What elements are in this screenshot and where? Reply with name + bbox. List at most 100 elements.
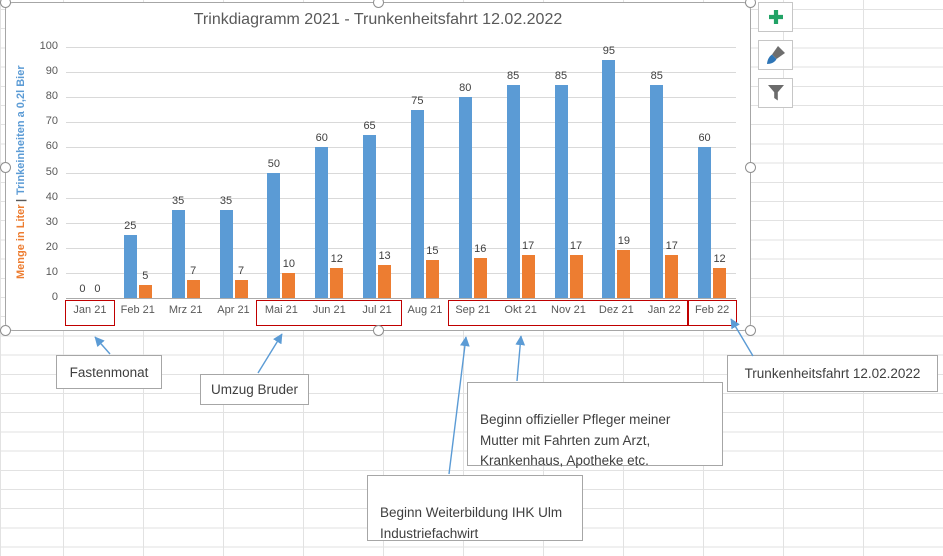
selection-handle-nw[interactable]: [0, 0, 11, 8]
bar-trinkeinheiten[interactable]: [123, 235, 137, 298]
x-axis-tick-label: Jul 21: [362, 304, 392, 316]
data-label: 16: [474, 242, 487, 255]
bar-menge-liter[interactable]: [234, 280, 248, 298]
bar-trinkeinheiten[interactable]: [602, 59, 616, 298]
annotation-text: Fastenmonat: [69, 364, 149, 380]
bar-menge-liter[interactable]: [473, 257, 487, 298]
bar-trinkeinheiten[interactable]: [698, 147, 712, 298]
gridline: [66, 47, 736, 48]
highlight-box[interactable]: [447, 300, 690, 326]
y-axis-tick-label: 40: [45, 190, 58, 203]
bar-menge-liter[interactable]: [569, 255, 583, 298]
data-label: 17: [522, 240, 535, 253]
bar-menge-liter[interactable]: [617, 250, 631, 298]
bar-trinkeinheiten[interactable]: [267, 172, 281, 298]
plus-icon: [768, 10, 783, 24]
data-label: 13: [378, 250, 391, 263]
selection-handle-se[interactable]: [745, 325, 756, 336]
x-axis-tick-label: Mai 21: [264, 304, 298, 316]
selection-handle-ne[interactable]: [745, 0, 756, 8]
bar-trinkeinheiten[interactable]: [554, 84, 568, 298]
data-label: 85: [507, 69, 520, 82]
arrow-pfleger[interactable]: [515, 335, 526, 382]
y-axis-tick-label: 100: [39, 40, 58, 52]
bar-menge-liter[interactable]: [521, 255, 535, 298]
selection-handle-n[interactable]: [373, 0, 384, 8]
bar-menge-liter[interactable]: [282, 272, 296, 298]
x-axis-tick-label: Nov 21: [551, 304, 586, 316]
chart-elements-button[interactable]: [758, 2, 793, 32]
x-axis-tick-label: Aug 21: [407, 304, 443, 316]
data-label: 0: [94, 283, 101, 295]
annotation-fastenmonat[interactable]: Fastenmonat: [56, 355, 162, 389]
highlight-box[interactable]: [64, 300, 115, 326]
bar-trinkeinheiten[interactable]: [219, 210, 233, 298]
chart-styles-button[interactable]: [758, 40, 793, 70]
bar-trinkeinheiten[interactable]: [650, 84, 664, 298]
data-label: 35: [219, 195, 233, 208]
data-label: 12: [713, 252, 726, 265]
data-label: 7: [190, 265, 197, 278]
bar-trinkeinheiten[interactable]: [171, 210, 185, 298]
bar-menge-liter[interactable]: [138, 285, 152, 298]
highlight-box[interactable]: [687, 300, 738, 326]
annotation-umzug-bruder[interactable]: Umzug Bruder: [200, 374, 309, 405]
bar-menge-liter[interactable]: [186, 280, 200, 298]
bar-menge-liter[interactable]: [665, 255, 679, 298]
data-label: 19: [617, 235, 630, 248]
gridline: [66, 72, 736, 74]
arrow-weiterbildung[interactable]: [448, 336, 470, 475]
bar-menge-liter[interactable]: [330, 267, 344, 298]
data-label: 95: [602, 44, 615, 57]
data-label: 85: [554, 69, 568, 82]
chart-filters-button[interactable]: [758, 78, 793, 108]
annotation-weiterbildung[interactable]: Beginn Weiterbildung IHK Ulm Industriefa…: [367, 475, 583, 541]
gridline: [66, 122, 736, 124]
x-axis-tick-label: Feb 22: [694, 304, 730, 316]
bar-trinkeinheiten[interactable]: [506, 84, 520, 298]
x-axis-tick-label: Mrz 21: [168, 304, 203, 316]
selection-handle-e[interactable]: [745, 162, 756, 173]
y-axis-tick-label: 60: [45, 140, 58, 153]
data-label: 7: [237, 265, 245, 278]
x-axis-tick-label: Apr 21: [217, 304, 250, 316]
arrow-umzug-bruder[interactable]: [257, 333, 283, 374]
data-label: 17: [569, 240, 583, 253]
data-label: 75: [411, 94, 424, 107]
data-label: 50: [267, 157, 280, 170]
y-axis-tick-label: 90: [45, 65, 58, 78]
x-axis-tick-label: Okt 21: [504, 304, 537, 316]
annotation-text: Umzug Bruder: [210, 382, 299, 397]
bar-trinkeinheiten[interactable]: [315, 147, 329, 298]
chart-title[interactable]: Trinkdiagramm 2021 - Trunkenheitsfahrt 1…: [193, 11, 563, 28]
bar-trinkeinheiten[interactable]: [458, 97, 472, 298]
gridline: [66, 172, 736, 174]
data-label: 12: [330, 252, 343, 265]
data-label: 5: [142, 270, 149, 283]
data-label: 60: [315, 132, 328, 145]
arrow-fastenmonat[interactable]: [94, 336, 111, 355]
x-axis-tick-label: Dez 21: [598, 304, 634, 316]
bar-menge-liter[interactable]: [713, 267, 727, 298]
highlight-box[interactable]: [256, 300, 403, 326]
annotation-text: Trunkenheitsfahrt 12.02.2022: [744, 366, 921, 381]
gridline: [66, 197, 736, 199]
bar-menge-liter[interactable]: [425, 260, 439, 298]
selection-handle-s[interactable]: [373, 325, 384, 336]
selection-handle-sw[interactable]: [0, 325, 11, 336]
data-label: 10: [282, 257, 295, 270]
gridline: [66, 247, 736, 249]
selection-handle-w[interactable]: [0, 162, 11, 173]
chart[interactable]: Trinkdiagramm 2021 - Trunkenheitsfahrt 1…: [0, 0, 756, 336]
bar-trinkeinheiten[interactable]: [363, 134, 377, 298]
data-label: 0: [79, 283, 86, 295]
data-label: 17: [665, 240, 678, 253]
bar-trinkeinheiten[interactable]: [410, 109, 424, 298]
funnel-icon: [767, 85, 784, 101]
plot-area[interactable]: 0 0 25 5 35 7 35 7 50 10 60 12 65 13 75 15 80 16 85 17 85 17 9…: [66, 44, 736, 299]
data-label: 80: [459, 82, 472, 95]
annotation-pfleger[interactable]: Beginn offizieller Pfleger meiner Mutter…: [467, 382, 723, 468]
annotation-trunkenheitsfahrt[interactable]: Trunkenheitsfahrt 12.02.2022: [727, 355, 938, 392]
bar-menge-liter[interactable]: [378, 265, 392, 298]
